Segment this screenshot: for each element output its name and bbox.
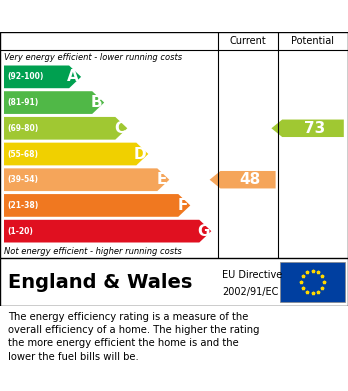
Polygon shape	[271, 120, 344, 137]
Polygon shape	[4, 117, 127, 140]
Text: Potential: Potential	[292, 36, 334, 46]
Text: 48: 48	[239, 172, 261, 187]
Text: The energy efficiency rating is a measure of the
overall efficiency of a home. T: The energy efficiency rating is a measur…	[8, 312, 260, 362]
Text: Energy Efficiency Rating: Energy Efficiency Rating	[10, 9, 220, 23]
Text: (21-38): (21-38)	[7, 201, 38, 210]
Text: C: C	[114, 121, 125, 136]
Text: E: E	[157, 172, 167, 187]
Text: (92-100): (92-100)	[7, 72, 44, 81]
Text: G: G	[197, 224, 209, 239]
Text: (81-91): (81-91)	[7, 98, 38, 107]
Text: 2002/91/EC: 2002/91/EC	[222, 287, 278, 297]
Text: (1-20): (1-20)	[7, 227, 33, 236]
Text: Very energy efficient - lower running costs: Very energy efficient - lower running co…	[4, 52, 182, 61]
Text: Not energy efficient - higher running costs: Not energy efficient - higher running co…	[4, 246, 182, 255]
Text: Current: Current	[230, 36, 266, 46]
Polygon shape	[4, 220, 211, 242]
Polygon shape	[4, 66, 81, 88]
Polygon shape	[4, 194, 190, 217]
Text: 73: 73	[304, 121, 326, 136]
Text: A: A	[68, 69, 79, 84]
Text: England & Wales: England & Wales	[8, 273, 192, 292]
Polygon shape	[4, 143, 148, 165]
Text: (39-54): (39-54)	[7, 175, 38, 184]
Text: (69-80): (69-80)	[7, 124, 38, 133]
Text: EU Directive: EU Directive	[222, 270, 282, 280]
Text: B: B	[90, 95, 102, 110]
Polygon shape	[4, 91, 104, 114]
Polygon shape	[209, 171, 276, 188]
Text: (55-68): (55-68)	[7, 149, 38, 158]
Text: D: D	[134, 147, 146, 161]
Text: F: F	[178, 198, 188, 213]
Polygon shape	[4, 169, 169, 191]
Bar	[280, 262, 345, 302]
